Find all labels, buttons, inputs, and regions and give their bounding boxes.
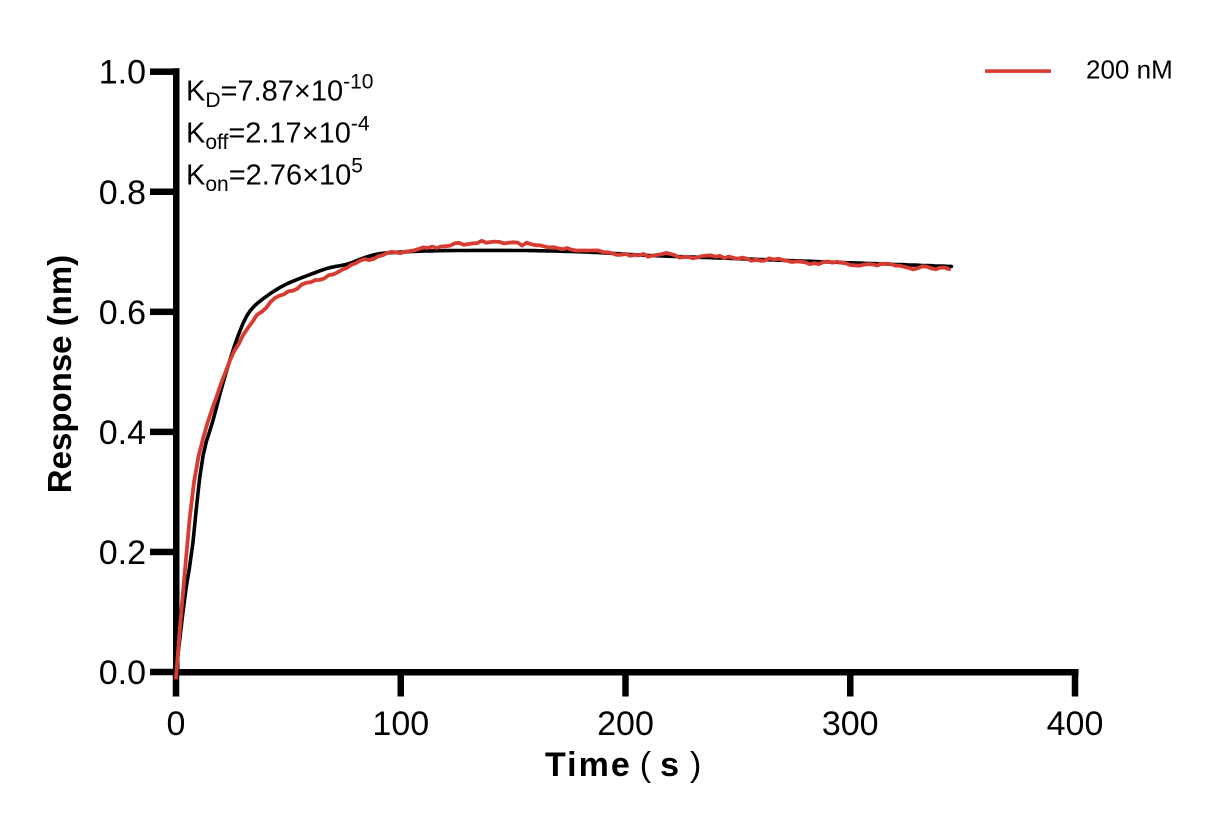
svg-text:Response (nm): Response (nm) bbox=[41, 255, 78, 493]
svg-text:100: 100 bbox=[372, 705, 429, 743]
svg-text:Time(s): Time(s) bbox=[545, 746, 703, 784]
svg-text:0: 0 bbox=[167, 705, 186, 743]
svg-text:Kon=2.76×105: Kon=2.76×105 bbox=[186, 155, 363, 197]
svg-text:300: 300 bbox=[822, 705, 879, 743]
svg-text:200: 200 bbox=[597, 705, 654, 743]
svg-text:0.2: 0.2 bbox=[99, 534, 146, 572]
svg-text:1.0: 1.0 bbox=[99, 54, 146, 92]
svg-text:400: 400 bbox=[1047, 705, 1104, 743]
svg-text:0.4: 0.4 bbox=[99, 414, 146, 452]
svg-text:0.0: 0.0 bbox=[99, 654, 146, 692]
svg-text:0.6: 0.6 bbox=[99, 294, 146, 332]
svg-text:KD=7.87×10-10: KD=7.87×10-10 bbox=[186, 71, 373, 113]
svg-text:0.8: 0.8 bbox=[99, 174, 146, 212]
svg-text:200 nM: 200 nM bbox=[1086, 55, 1173, 85]
